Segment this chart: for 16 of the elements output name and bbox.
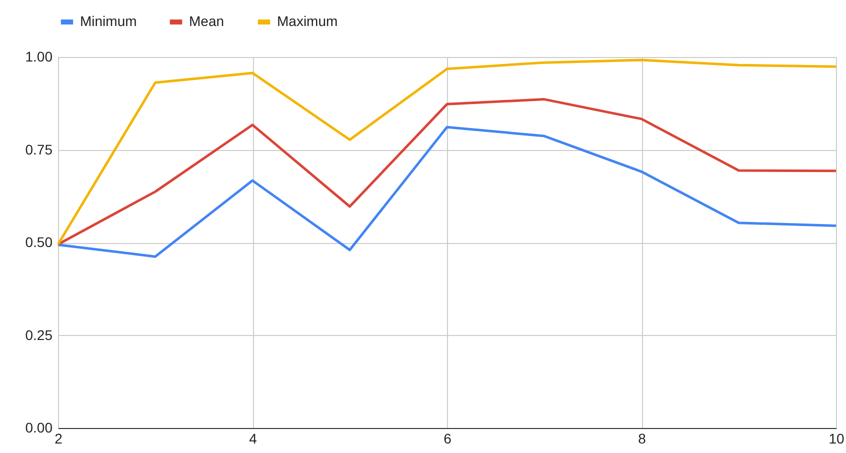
- y-tick-label: 0.00: [25, 420, 53, 436]
- legend-label: Mean: [189, 13, 224, 29]
- line-series: [56, 126, 838, 258]
- y-tick-label: 1.00: [25, 48, 53, 64]
- line-series: [56, 98, 838, 246]
- line-series: [56, 58, 838, 246]
- y-tick-label: 0.50: [25, 234, 53, 250]
- x-tick-label: 8: [638, 430, 646, 446]
- legend-label: Minimum: [80, 13, 137, 29]
- x-tick-label: 2: [54, 430, 63, 446]
- x-tick-label: 4: [249, 430, 258, 446]
- x-tick-label: 10: [828, 430, 844, 446]
- x-tick-label: 6: [444, 430, 452, 446]
- y-tick-label: 0.25: [25, 326, 53, 343]
- legend-label: Maximum: [277, 13, 338, 29]
- y-tick-label: 0.75: [25, 141, 53, 158]
